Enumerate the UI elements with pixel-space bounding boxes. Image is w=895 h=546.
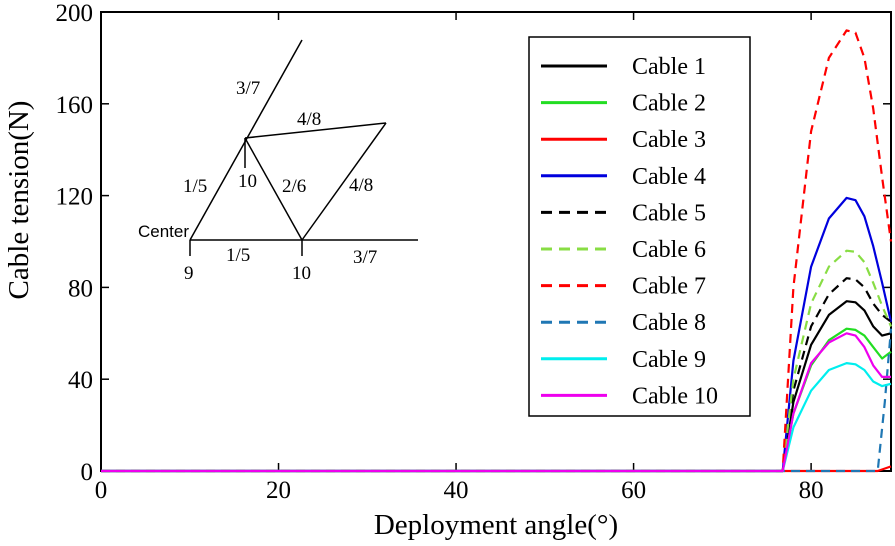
y-axis-title: Cable tension(N) bbox=[3, 101, 35, 300]
inset-label-1-5-left: 1/5 bbox=[183, 176, 207, 197]
legend-label-cable-9: Cable 9 bbox=[632, 347, 706, 373]
plot-frame bbox=[100, 11, 892, 472]
legend-label-cable-8: Cable 8 bbox=[632, 310, 706, 336]
inset-label-4-8-top: 4/8 bbox=[297, 109, 321, 130]
inset-label-2-6: 2/6 bbox=[282, 176, 306, 197]
inset-label-10-mid: 10 bbox=[238, 171, 257, 192]
y-tick-label: 120 bbox=[56, 184, 94, 211]
inset-label-center: Center bbox=[138, 222, 189, 241]
x-axis-ticks: 0 20 40 60 80 bbox=[95, 12, 824, 504]
series-line-cable-5 bbox=[101, 277, 892, 473]
legend-label-cable-5: Cable 5 bbox=[632, 200, 706, 226]
y-tick-label: 80 bbox=[68, 275, 93, 302]
y-tick-label: 40 bbox=[68, 367, 93, 394]
x-tick-label: 20 bbox=[266, 477, 291, 504]
series-line-cable-4 bbox=[101, 196, 893, 473]
series-line-cable-1 bbox=[101, 300, 892, 473]
inset-node-9: 9 bbox=[184, 263, 194, 284]
inset-label-3-7-top: 3/7 bbox=[236, 78, 260, 99]
x-tick-label: 80 bbox=[799, 477, 824, 504]
legend-label-cable-10: Cable 10 bbox=[632, 383, 718, 409]
legend-box bbox=[528, 36, 751, 417]
series-line-cable-2 bbox=[101, 327, 892, 473]
legend: Cable 1 Cable 2 Cable 3 Cable 4 Cable 5 Cable… bbox=[528, 36, 751, 417]
y-tick-label: 160 bbox=[56, 92, 94, 119]
inset-geometry-diagram bbox=[189, 39, 418, 256]
inset-member-line bbox=[244, 122, 387, 139]
series-line-cable-6 bbox=[101, 249, 893, 473]
inset-member-line bbox=[244, 137, 303, 241]
series-line-cable-10 bbox=[101, 332, 891, 473]
x-tick-label: 0 bbox=[95, 477, 108, 504]
legend-label-cable-1: Cable 1 bbox=[632, 54, 706, 80]
series-line-cable-9 bbox=[101, 362, 892, 473]
inset-node-10: 10 bbox=[292, 263, 311, 284]
y-axis-ticks: 0 40 80 120 160 200 bbox=[56, 0, 891, 486]
inset-label-1-5-bottom: 1/5 bbox=[226, 245, 250, 266]
legend-label-cable-4: Cable 4 bbox=[632, 164, 706, 190]
series-line-cable-7 bbox=[101, 29, 893, 473]
inset-member-line bbox=[301, 122, 387, 241]
inset-label-3-7-bottom: 3/7 bbox=[353, 247, 377, 268]
y-tick-label: 200 bbox=[56, 0, 94, 27]
x-axis-title: Deployment angle(°) bbox=[374, 509, 618, 541]
legend-label-cable-7: Cable 7 bbox=[632, 274, 706, 300]
x-tick-label: 60 bbox=[621, 477, 646, 504]
legend-label-cable-6: Cable 6 bbox=[632, 237, 706, 263]
series-lines bbox=[101, 29, 893, 473]
inset-label-4-8-right: 4/8 bbox=[349, 175, 373, 196]
x-tick-label: 40 bbox=[444, 477, 469, 504]
series-line-cable-8 bbox=[101, 328, 893, 473]
legend-label-cable-3: Cable 3 bbox=[632, 127, 706, 153]
y-tick-label: 0 bbox=[81, 459, 94, 486]
legend-label-cable-2: Cable 2 bbox=[632, 91, 706, 117]
